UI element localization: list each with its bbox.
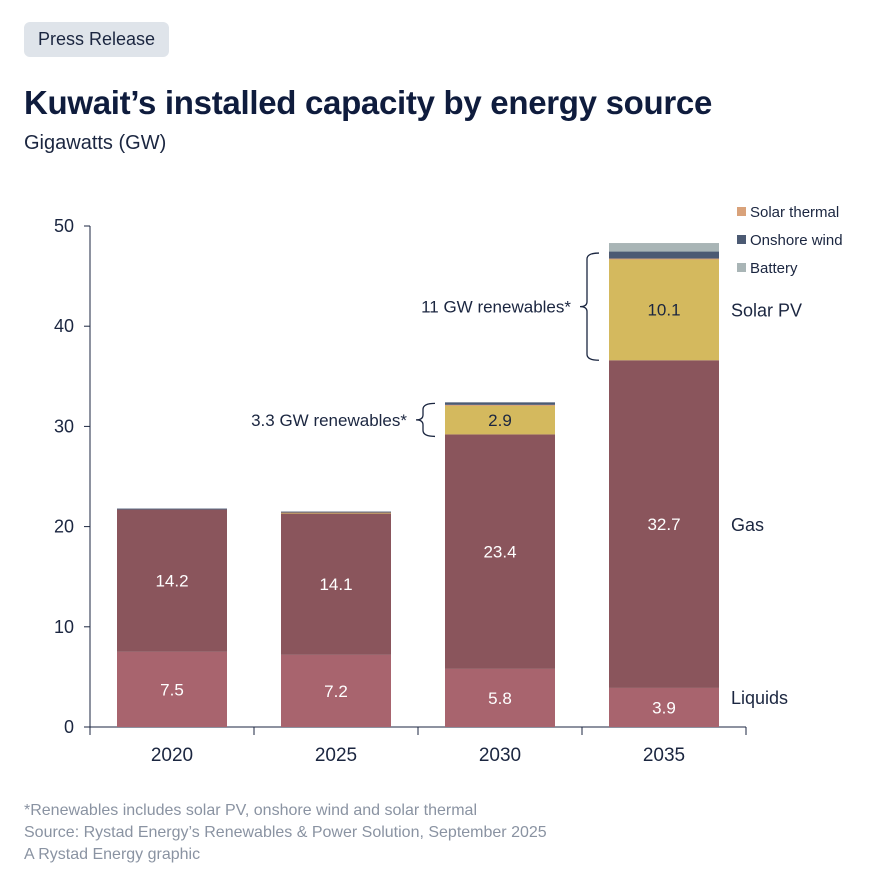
bar-onshore-wind-2020 — [117, 508, 227, 510]
y-tick-label: 40 — [54, 316, 74, 336]
bar-solar-thermal-2025 — [281, 512, 391, 514]
bar-onshore-wind-2030 — [445, 402, 555, 405]
y-tick-label: 10 — [54, 617, 74, 637]
chart-title: Kuwait’s installed capacity by energy so… — [24, 84, 713, 121]
bar-solar-pv-2025 — [281, 512, 391, 514]
data-label: 32.7 — [647, 515, 680, 534]
footnotes: *Renewables includes solar PV, onshore w… — [24, 800, 547, 866]
bar-onshore-wind-2025 — [281, 511, 391, 513]
data-label: 14.1 — [319, 575, 352, 594]
legend-swatch-onshore-wind — [737, 235, 746, 244]
data-label: 3.9 — [652, 698, 676, 717]
data-label: 10.1 — [647, 301, 680, 320]
data-label: 7.2 — [324, 682, 348, 701]
renewables-annotation: 11 GW renewables* — [421, 298, 571, 317]
data-label: 5.8 — [488, 689, 512, 708]
bar-liquids-2035 — [609, 687, 719, 727]
x-tick-label: 2035 — [643, 745, 685, 766]
data-label: 2.9 — [488, 411, 512, 430]
chart-subtitle: Gigawatts (GW) — [24, 132, 167, 154]
y-tick-label: 50 — [54, 216, 74, 236]
legend-swatch-solar-thermal — [737, 207, 746, 216]
y-tick-label: 20 — [54, 517, 74, 537]
renewables-bracket — [579, 252, 600, 361]
bar-gas-2035 — [609, 360, 719, 688]
data-label: 7.5 — [160, 680, 184, 699]
bar-liquids-2020 — [117, 651, 227, 727]
footnote-credit: A Rystad Energy graphic — [24, 846, 201, 863]
data-label: 14.2 — [155, 572, 188, 591]
bar-liquids-2030 — [445, 668, 555, 727]
legend-label: Solar thermal — [750, 204, 839, 221]
footnote-renewables: *Renewables includes solar PV, onshore w… — [24, 802, 477, 819]
series-label-gas: Gas — [731, 515, 764, 535]
y-tick-label: 30 — [54, 416, 74, 436]
renewables-bracket — [415, 402, 436, 438]
bar-gas-2020 — [117, 509, 227, 652]
bar-onshore-wind-2035 — [609, 251, 719, 259]
x-tick-label: 2025 — [315, 745, 357, 766]
data-label: 23.4 — [483, 543, 516, 562]
bar-solar-pv-2030 — [445, 405, 555, 435]
y-tick-label: 0 — [64, 717, 74, 737]
footnote-source: Source: Rystad Energy’s Renewables & Pow… — [24, 824, 547, 841]
bar-gas-2030 — [445, 434, 555, 669]
series-label-liquids: Liquids — [731, 688, 788, 708]
bar-solar-pv-2035 — [609, 259, 719, 361]
bar-solar-thermal-2030 — [445, 404, 555, 406]
press-release-badge: Press Release — [24, 22, 170, 57]
bar-liquids-2025 — [281, 654, 391, 727]
legend-swatch-battery — [737, 263, 746, 272]
x-tick-label: 2030 — [479, 745, 521, 766]
x-tick-label: 2020 — [151, 745, 193, 766]
series-label-solar-pv: Solar PV — [731, 301, 802, 321]
bar-solar-thermal-2035 — [609, 258, 719, 260]
bar-battery-2035 — [609, 243, 719, 252]
bar-gas-2025 — [281, 513, 391, 655]
renewables-annotation: 3.3 GW renewables* — [251, 411, 407, 430]
legend-label: Battery — [750, 260, 798, 277]
legend-label: Onshore wind — [750, 232, 843, 249]
